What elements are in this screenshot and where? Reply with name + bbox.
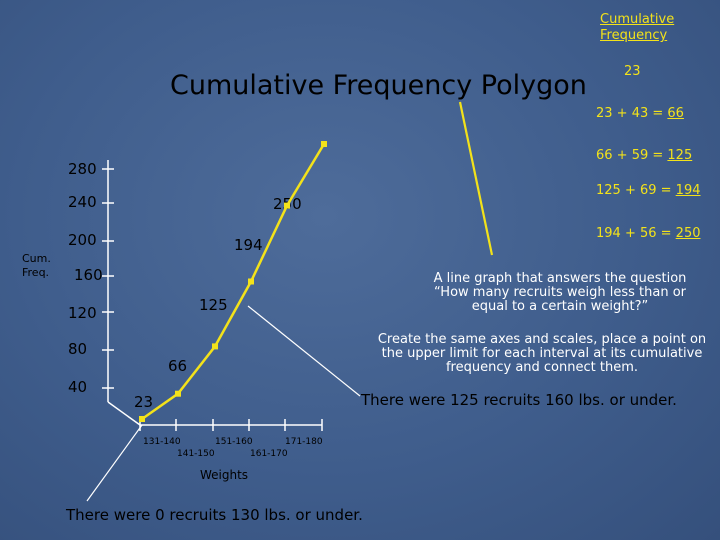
pointer-callout-125 bbox=[247, 305, 361, 397]
y-tick-label: 160 bbox=[74, 266, 103, 284]
calc-row-4: 194 + 56 = 250 bbox=[596, 226, 701, 241]
calc-first: 23 bbox=[624, 64, 641, 79]
y-tick-label: 80 bbox=[68, 340, 88, 358]
callout-0: There were 0 recruits 130 lbs. or under. bbox=[66, 506, 363, 524]
x-tick-label: 171-180 bbox=[285, 437, 323, 447]
instruction-note: Create the same axes and scales, place a… bbox=[377, 332, 707, 375]
calc-row-1: 23 + 43 = 66 bbox=[596, 106, 684, 121]
data-point-250 bbox=[321, 141, 327, 147]
cumulative-frequency-header: Cumulative Frequency bbox=[600, 12, 675, 43]
x-axis-label: Weights bbox=[200, 468, 249, 482]
point-label-125: 125 bbox=[199, 296, 228, 314]
x-tick-label: 151-160 bbox=[215, 437, 253, 447]
x-tick-marks bbox=[139, 419, 323, 431]
calc-row-3: 125 + 69 = 194 bbox=[596, 183, 701, 198]
point-label-66: 66 bbox=[168, 357, 188, 375]
pointer-title-to-calc bbox=[458, 101, 494, 256]
callout-125: There were 125 recruits 160 lbs. or unde… bbox=[361, 391, 677, 409]
y-tick-marks bbox=[102, 168, 114, 389]
data-point-0 bbox=[139, 416, 145, 422]
axis-break-line bbox=[107, 401, 141, 426]
y-tick-label: 40 bbox=[68, 378, 88, 396]
data-point-66 bbox=[212, 343, 218, 350]
polygon-line bbox=[141, 143, 326, 421]
x-tick-label: 141-150 bbox=[177, 449, 215, 459]
point-label-194: 194 bbox=[234, 236, 263, 254]
y-tick-label: 280 bbox=[68, 160, 97, 178]
y-tick-label: 240 bbox=[68, 193, 97, 211]
y-tick-label: 120 bbox=[68, 304, 97, 322]
polygon-series bbox=[139, 141, 327, 422]
definition-note: A line graph that answers the question “… bbox=[433, 271, 687, 314]
calc-row-2: 66 + 59 = 125 bbox=[596, 148, 693, 163]
data-point-194 bbox=[284, 202, 290, 209]
x-tick-label: 131-140 bbox=[143, 437, 181, 447]
point-label-23: 23 bbox=[134, 393, 154, 411]
y-axis-label: Cum. Freq. bbox=[22, 252, 51, 279]
pointer-callout-0 bbox=[86, 424, 143, 502]
y-tick-label: 200 bbox=[68, 231, 97, 249]
data-point-125 bbox=[248, 278, 254, 285]
data-point-23 bbox=[175, 390, 181, 397]
x-tick-label: 161-170 bbox=[250, 449, 288, 459]
chart-title: Cumulative Frequency Polygon bbox=[170, 70, 587, 101]
